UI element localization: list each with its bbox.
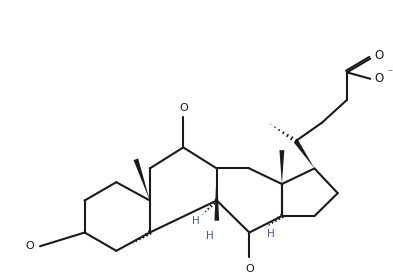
Text: O: O: [374, 72, 384, 85]
Polygon shape: [215, 168, 219, 220]
Text: ⁻: ⁻: [387, 68, 393, 78]
Text: O: O: [26, 241, 34, 251]
Polygon shape: [134, 158, 150, 201]
Text: H: H: [206, 231, 213, 241]
Text: O: O: [374, 49, 384, 62]
Polygon shape: [279, 150, 284, 184]
Text: H: H: [193, 216, 200, 226]
Text: H: H: [267, 229, 275, 239]
Text: O: O: [245, 264, 254, 274]
Text: O: O: [179, 103, 187, 113]
Polygon shape: [294, 140, 314, 168]
